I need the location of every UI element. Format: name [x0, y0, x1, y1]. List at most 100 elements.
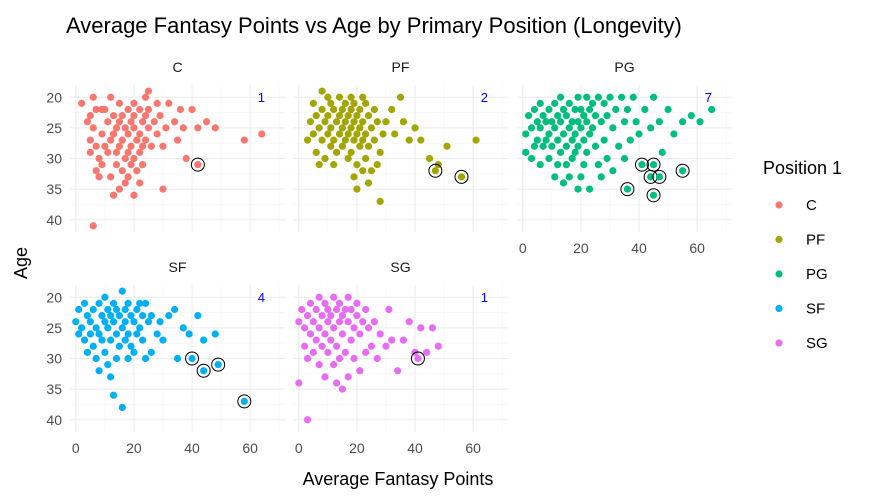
data-point [341, 136, 349, 144]
data-point [107, 336, 115, 344]
highlight-ring [237, 394, 252, 409]
data-point [522, 130, 530, 138]
data-point [583, 148, 591, 156]
data-point [136, 324, 144, 332]
data-point [173, 354, 182, 363]
highlight-ring [196, 363, 211, 378]
data-point [379, 130, 387, 138]
data-point [124, 354, 132, 363]
data-point [335, 354, 344, 363]
data-point [586, 105, 594, 114]
facet-panel-sf: SF 4 20 25 30 35 40 0 20 40 60 [46, 259, 285, 456]
data-point [75, 305, 83, 314]
data-point [95, 173, 103, 181]
data-point [303, 354, 312, 363]
data-point [104, 118, 112, 126]
data-point [330, 324, 338, 332]
facet-strip-label: SG [390, 259, 410, 275]
data-point [153, 99, 161, 107]
data-point [359, 93, 367, 101]
y-tick-label: 40 [46, 412, 62, 428]
data-point [139, 161, 147, 169]
data-point [109, 112, 118, 120]
data-point [109, 191, 118, 199]
data-point [179, 324, 187, 332]
data-point [324, 348, 332, 356]
data-point [312, 112, 320, 120]
data-point [127, 161, 135, 169]
data-point [159, 336, 167, 344]
data-point [109, 130, 118, 138]
data-point [551, 173, 559, 181]
data-point [115, 342, 123, 350]
facet-strip-label: SF [169, 259, 187, 275]
data-point [556, 93, 565, 101]
data-point [571, 148, 579, 156]
data-point [362, 305, 370, 314]
data-point [545, 130, 553, 138]
data-point [629, 93, 637, 101]
data-point [330, 361, 338, 369]
highlighted-point [647, 173, 655, 181]
highlight-ring [675, 163, 690, 178]
x-tick-label: 40 [631, 240, 647, 256]
highlighted-point [188, 354, 196, 363]
data-point [318, 136, 326, 144]
data-point [162, 124, 170, 132]
data-point [165, 312, 173, 320]
highlighted-point [655, 173, 663, 181]
data-point [586, 185, 594, 193]
data-point [399, 118, 408, 126]
data-point [362, 130, 370, 138]
x-tick-label: 60 [242, 440, 258, 456]
data-point [545, 105, 553, 114]
data-point [194, 312, 202, 320]
data-point [370, 136, 378, 144]
data-point [632, 118, 640, 126]
data-point [332, 118, 341, 126]
data-point [80, 299, 89, 307]
data-point [530, 105, 539, 114]
data-point [350, 99, 358, 107]
data-point [324, 93, 332, 101]
data-point [696, 118, 704, 126]
data-point [356, 330, 364, 338]
data-point [136, 105, 144, 114]
legend: Position 1 C PF PG SF SG [763, 158, 842, 352]
data-point [130, 348, 138, 356]
data-point [124, 148, 132, 156]
data-point [112, 148, 121, 156]
data-point [391, 130, 399, 138]
data-point [600, 99, 608, 107]
data-point [580, 136, 588, 144]
data-point [89, 305, 97, 314]
data-point [356, 105, 364, 114]
data-point [591, 112, 600, 120]
data-point [332, 342, 341, 350]
y-tick-label: 35 [46, 381, 62, 397]
data-point [112, 354, 121, 363]
y-tick-label: 20 [46, 289, 62, 305]
data-point [144, 87, 153, 95]
data-point [332, 148, 341, 156]
data-point [350, 354, 358, 363]
highlight-ring [646, 188, 661, 203]
highlighted-point [194, 161, 202, 169]
data-point [574, 142, 582, 150]
data-point [583, 118, 591, 126]
data-point [306, 299, 315, 307]
data-point [98, 161, 106, 169]
data-point [362, 99, 370, 107]
data-point [211, 124, 219, 132]
data-point [130, 154, 138, 163]
data-point [609, 167, 617, 175]
data-point [194, 124, 202, 132]
data-point [303, 136, 312, 144]
data-point [551, 99, 559, 107]
data-point [443, 142, 451, 150]
data-point [586, 130, 594, 138]
data-point [472, 136, 480, 144]
data-point [533, 118, 541, 126]
data-point [179, 124, 187, 132]
x-tick-label: 20 [349, 440, 365, 456]
